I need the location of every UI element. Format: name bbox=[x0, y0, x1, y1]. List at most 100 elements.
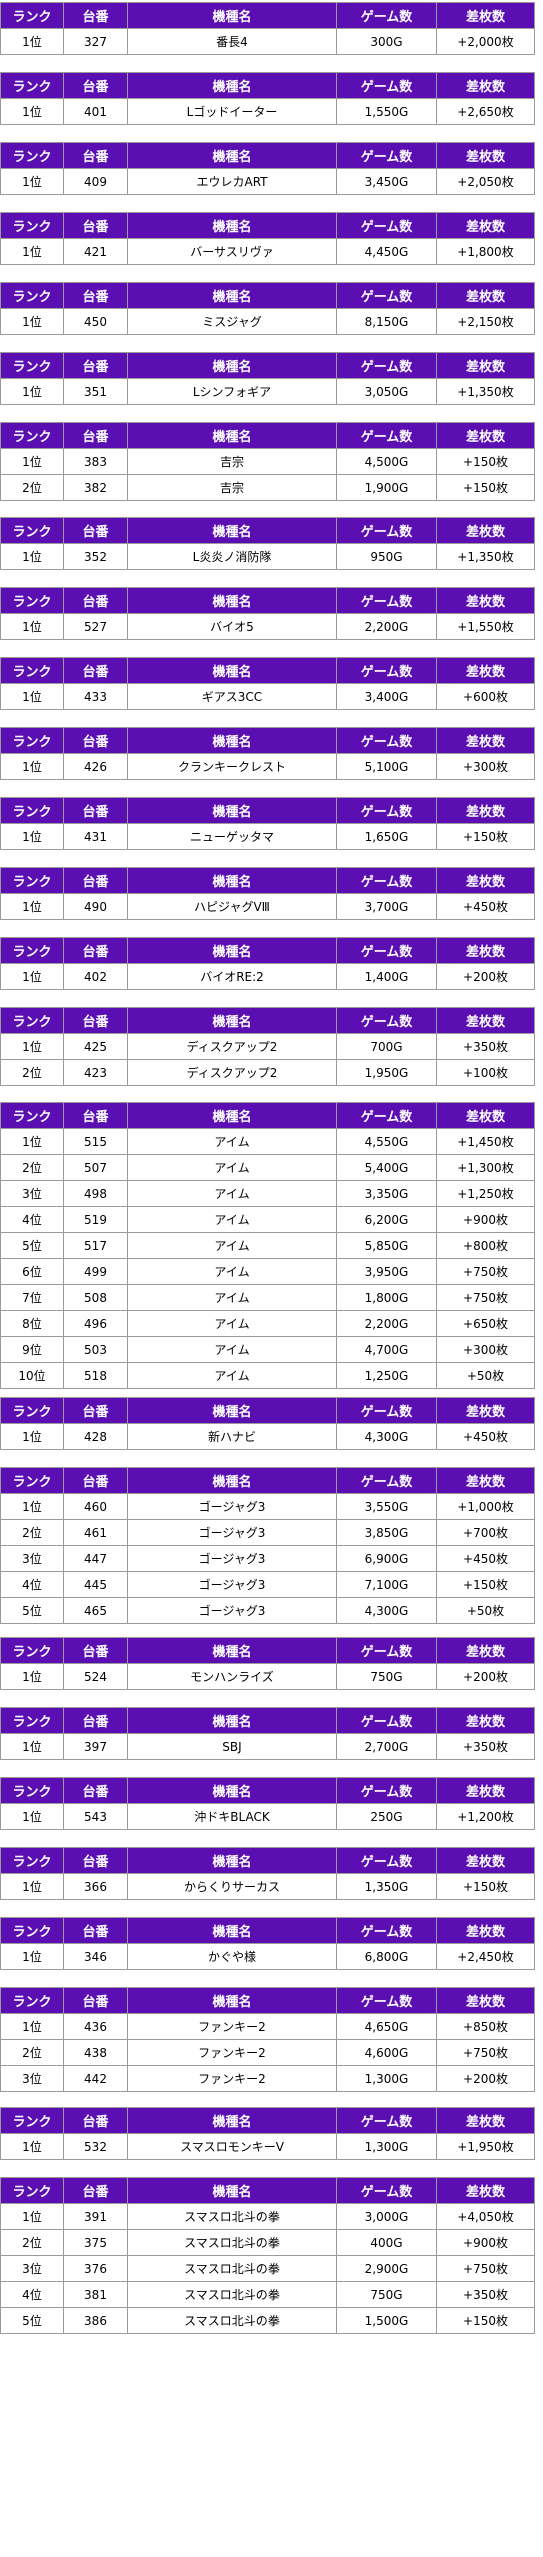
ranking-table: ランク 台番 機種名 ゲーム数 差枚数 1位 391 スマスロ北斗の拳 3,000G +4,050… bbox=[0, 2177, 535, 2334]
model-name-header: 機種名 bbox=[127, 1467, 337, 1494]
diff-cell: +350枚 bbox=[436, 1033, 535, 1060]
machine-number-header: 台番 bbox=[63, 797, 128, 824]
games-header: ゲーム数 bbox=[336, 1847, 437, 1874]
rank-header: ランク bbox=[0, 1102, 64, 1129]
machine-number-cell: 460 bbox=[63, 1493, 128, 1520]
model-name-header: 機種名 bbox=[127, 2, 337, 29]
table-header-row: ランク 台番 機種名 ゲーム数 差枚数 bbox=[0, 1917, 535, 1944]
diff-cell: +200枚 bbox=[436, 2065, 535, 2092]
games-header: ゲーム数 bbox=[336, 1707, 437, 1734]
games-cell: 4,650G bbox=[336, 2013, 437, 2040]
games-cell: 2,200G bbox=[336, 613, 437, 640]
diff-cell: +750枚 bbox=[436, 2039, 535, 2066]
model-name-header: 機種名 bbox=[127, 352, 337, 379]
rank-cell: 5位 bbox=[0, 1597, 64, 1624]
games-header: ゲーム数 bbox=[336, 1007, 437, 1034]
diff-header: 差枚数 bbox=[436, 1777, 535, 1804]
games-cell: 4,700G bbox=[336, 1336, 437, 1363]
games-header: ゲーム数 bbox=[336, 1397, 437, 1424]
model-name-cell: アイム bbox=[127, 1284, 337, 1311]
model-name-cell: バイオRE:2 bbox=[127, 963, 337, 990]
table-header-row: ランク 台番 機種名 ゲーム数 差枚数 bbox=[0, 1987, 535, 2014]
rank-header: ランク bbox=[0, 72, 64, 99]
machine-number-cell: 508 bbox=[63, 1284, 128, 1311]
diff-cell: +2,650枚 bbox=[436, 98, 535, 125]
machine-number-cell: 386 bbox=[63, 2307, 128, 2334]
rank-header: ランク bbox=[0, 2177, 64, 2204]
machine-number-header: 台番 bbox=[63, 142, 128, 169]
model-name-cell: スマスロ北斗の拳 bbox=[127, 2229, 337, 2256]
games-cell: 1,550G bbox=[336, 98, 437, 125]
rank-header: ランク bbox=[0, 587, 64, 614]
model-name-cell: ゴージャグ3 bbox=[127, 1493, 337, 1520]
diff-header: 差枚数 bbox=[436, 2177, 535, 2204]
table-row: 1位 409 エウレカART 3,450G +2,050枚 bbox=[0, 168, 535, 195]
rank-header: ランク bbox=[0, 657, 64, 684]
rank-header: ランク bbox=[0, 1467, 64, 1494]
diff-header: 差枚数 bbox=[436, 1987, 535, 2014]
rank-header: ランク bbox=[0, 1637, 64, 1664]
machine-number-cell: 532 bbox=[63, 2133, 128, 2160]
games-cell: 5,850G bbox=[336, 1232, 437, 1259]
diff-cell: +900枚 bbox=[436, 2229, 535, 2256]
model-name-header: 機種名 bbox=[127, 1987, 337, 2014]
table-header-row: ランク 台番 機種名 ゲーム数 差枚数 bbox=[0, 282, 535, 309]
diff-cell: +1,350枚 bbox=[436, 543, 535, 570]
rank-header: ランク bbox=[0, 282, 64, 309]
games-cell: 3,450G bbox=[336, 168, 437, 195]
rank-cell: 1位 bbox=[0, 98, 64, 125]
rank-header: ランク bbox=[0, 2107, 64, 2134]
diff-cell: +800枚 bbox=[436, 1232, 535, 1259]
table-row: 1位 327 番長4 300G +2,000枚 bbox=[0, 28, 535, 55]
machine-number-header: 台番 bbox=[63, 1847, 128, 1874]
machine-number-header: 台番 bbox=[63, 1917, 128, 1944]
table-header-row: ランク 台番 機種名 ゲーム数 差枚数 bbox=[0, 352, 535, 379]
games-header: ゲーム数 bbox=[336, 2107, 437, 2134]
table-row: 1位 346 かぐや様 6,800G +2,450枚 bbox=[0, 1943, 535, 1970]
ranking-table: ランク 台番 機種名 ゲーム数 差枚数 1位 409 エウレカART 3,450G +2,050枚 bbox=[0, 142, 535, 195]
table-row: 1位 543 沖ドキBLACK 250G +1,200枚 bbox=[0, 1803, 535, 1830]
rank-cell: 3位 bbox=[0, 1180, 64, 1207]
table-row: 3位 447 ゴージャグ3 6,900G +450枚 bbox=[0, 1545, 535, 1572]
table-header-row: ランク 台番 機種名 ゲーム数 差枚数 bbox=[0, 587, 535, 614]
rank-header: ランク bbox=[0, 517, 64, 544]
table-header-row: ランク 台番 機種名 ゲーム数 差枚数 bbox=[0, 1397, 535, 1424]
table-header-row: ランク 台番 機種名 ゲーム数 差枚数 bbox=[0, 1007, 535, 1034]
model-name-cell: ニューゲッタマ bbox=[127, 823, 337, 850]
table-header-row: ランク 台番 機種名 ゲーム数 差枚数 bbox=[0, 657, 535, 684]
machine-number-header: 台番 bbox=[63, 2107, 128, 2134]
diff-header: 差枚数 bbox=[436, 1847, 535, 1874]
machine-number-cell: 409 bbox=[63, 168, 128, 195]
games-cell: 2,200G bbox=[336, 1310, 437, 1337]
games-cell: 4,300G bbox=[336, 1597, 437, 1624]
table-row: 1位 527 バイオ5 2,200G +1,550枚 bbox=[0, 613, 535, 640]
rank-header: ランク bbox=[0, 1847, 64, 1874]
ranking-table: ランク 台番 機種名 ゲーム数 差枚数 1位 515 アイム 4,550G +1,450枚 2位 50… bbox=[0, 1102, 535, 1389]
games-header: ゲーム数 bbox=[336, 1102, 437, 1129]
games-cell: 400G bbox=[336, 2229, 437, 2256]
table-row: 5位 517 アイム 5,850G +800枚 bbox=[0, 1232, 535, 1259]
table-header-row: ランク 台番 機種名 ゲーム数 差枚数 bbox=[0, 937, 535, 964]
diff-cell: +50枚 bbox=[436, 1362, 535, 1389]
model-name-cell: ゴージャグ3 bbox=[127, 1571, 337, 1598]
rank-cell: 2位 bbox=[0, 474, 64, 501]
rank-cell: 1位 bbox=[0, 823, 64, 850]
model-name-cell: アイム bbox=[127, 1128, 337, 1155]
table-row: 8位 496 アイム 2,200G +650枚 bbox=[0, 1310, 535, 1337]
table-row: 10位 518 アイム 1,250G +50枚 bbox=[0, 1362, 535, 1389]
machine-number-cell: 461 bbox=[63, 1519, 128, 1546]
games-cell: 1,650G bbox=[336, 823, 437, 850]
rank-cell: 1位 bbox=[0, 1033, 64, 1060]
table-row: 1位 433 ギアス3CC 3,400G +600枚 bbox=[0, 683, 535, 710]
ranking-table: ランク 台番 機種名 ゲーム数 差枚数 1位 436 ファンキー2 4,650G +850枚 2位 4… bbox=[0, 1987, 535, 2092]
rank-header: ランク bbox=[0, 1777, 64, 1804]
games-header: ゲーム数 bbox=[336, 867, 437, 894]
model-name-cell: L炎炎ノ消防隊 bbox=[127, 543, 337, 570]
model-name-cell: アイム bbox=[127, 1206, 337, 1233]
machine-number-cell: 524 bbox=[63, 1663, 128, 1690]
model-name-header: 機種名 bbox=[127, 2177, 337, 2204]
rank-header: ランク bbox=[0, 937, 64, 964]
diff-header: 差枚数 bbox=[436, 2107, 535, 2134]
model-name-cell: クランキークレスト bbox=[127, 753, 337, 780]
model-name-header: 機種名 bbox=[127, 1917, 337, 1944]
